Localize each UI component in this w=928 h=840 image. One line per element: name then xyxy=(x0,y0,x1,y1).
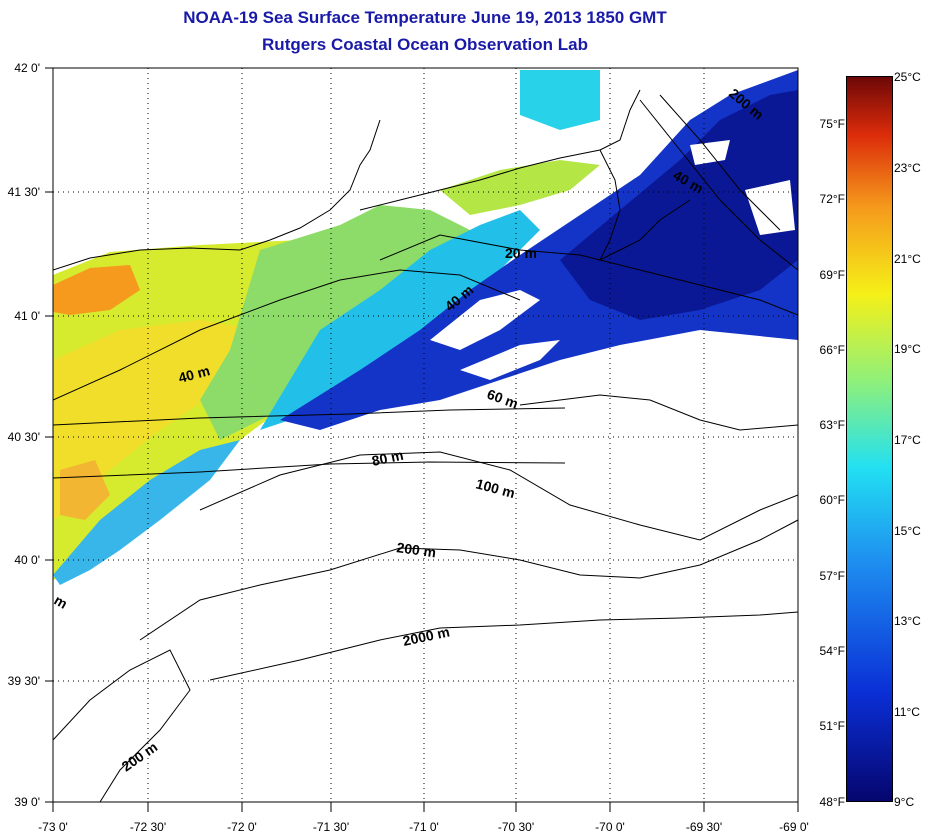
lon-label: -69 30' xyxy=(685,820,723,834)
sst-orange-south xyxy=(60,460,110,520)
lon-label: -71 0' xyxy=(409,820,439,834)
coastline-new-england xyxy=(359,89,641,211)
contour-200m-canyon xyxy=(53,649,191,802)
contour-60m-east xyxy=(519,394,798,431)
fahrenheit-label: 63°F xyxy=(819,418,845,432)
lat-label: 41 30' xyxy=(7,185,40,199)
sst-dark-blue-core xyxy=(560,90,798,320)
lat-label: 42 0' xyxy=(14,61,40,75)
contour-80m xyxy=(53,461,566,479)
contour-label-80m: 80 m xyxy=(370,447,405,469)
sst-cyan-south xyxy=(53,440,240,585)
celsius-label: 9°C xyxy=(894,795,915,809)
contour-20m xyxy=(379,234,798,316)
celsius-label: 13°C xyxy=(894,614,921,628)
contour-40m xyxy=(53,269,521,401)
contour-label-200m: 200 m xyxy=(396,539,438,560)
sst-blue-core xyxy=(280,70,798,430)
contour-label-20m: 20 m xyxy=(505,245,537,261)
lat-label: 41 0' xyxy=(14,309,40,323)
lon-label: -70 30' xyxy=(497,820,535,834)
cloud-gap-2 xyxy=(460,340,560,380)
map-title: NOAA-19 Sea Surface Temperature June 19,… xyxy=(183,8,667,27)
map-subtitle: Rutgers Coastal Ocean Observation Lab xyxy=(262,35,588,54)
fahrenheit-label: 51°F xyxy=(819,719,845,733)
contour-100m xyxy=(199,451,798,541)
fahrenheit-label: 75°F xyxy=(819,117,845,131)
contour-gulf-maine xyxy=(639,99,798,271)
celsius-label: 17°C xyxy=(894,433,921,447)
cloud-gap-1 xyxy=(430,290,540,350)
celsius-label: 11°C xyxy=(894,705,920,719)
fahrenheit-label: 48°F xyxy=(819,795,845,809)
fahrenheit-label: 69°F xyxy=(819,268,845,282)
celsius-label: 19°C xyxy=(894,342,921,356)
contour-2000m xyxy=(209,611,798,681)
contour-60m xyxy=(53,407,566,426)
lon-label: -71 30' xyxy=(312,820,350,834)
lon-label: -72 0' xyxy=(227,820,257,834)
cloud-gap-4 xyxy=(745,180,795,235)
fahrenheit-label: 57°F xyxy=(819,569,845,583)
contour-gulf-maine-2 xyxy=(659,94,781,231)
fahrenheit-label: 72°F xyxy=(819,192,845,206)
fahrenheit-label: 66°F xyxy=(819,343,845,357)
fahrenheit-label: 54°F xyxy=(819,644,845,658)
celsius-label: 15°C xyxy=(894,524,921,538)
celsius-label: 25°C xyxy=(894,70,921,84)
lat-label: 39 0' xyxy=(14,795,40,809)
lat-label: 39 30' xyxy=(7,674,40,688)
sst-orange-patch xyxy=(53,265,140,315)
lon-label: -70 0' xyxy=(595,820,625,834)
lon-label: -73 0' xyxy=(38,820,68,834)
lat-label: 40 0' xyxy=(14,553,40,567)
lat-label: 40 30' xyxy=(7,430,40,444)
sst-sound-green xyxy=(440,160,600,215)
contour-label-40m-west: 40 m xyxy=(177,362,212,386)
celsius-label: 23°C xyxy=(894,161,921,175)
sst-cyan-band xyxy=(260,210,540,430)
contour-200m xyxy=(139,519,798,641)
temperature-colorbar xyxy=(846,76,893,802)
sst-northeast-cyan xyxy=(520,70,600,130)
celsius-label: 21°C xyxy=(894,252,921,266)
fahrenheit-label: 60°F xyxy=(819,493,845,507)
coastline-long-island xyxy=(53,119,381,271)
lon-label: -69 0' xyxy=(779,820,809,834)
lon-label: -72 30' xyxy=(129,820,167,834)
